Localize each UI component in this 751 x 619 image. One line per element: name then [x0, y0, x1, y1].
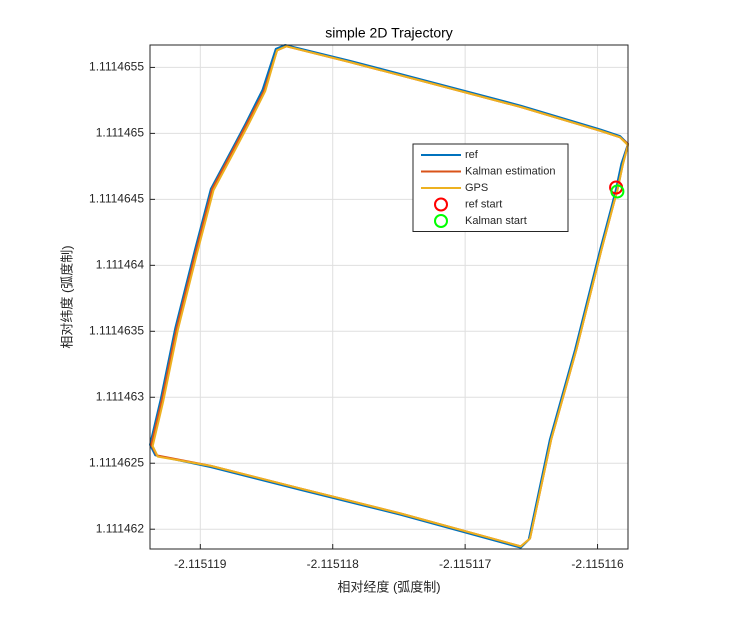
legend: ref Kalman estimation GPS ref start Kalman s… [412, 143, 569, 232]
x-axis-label: 相对经度 (弧度制) [337, 579, 440, 594]
chart-title: simple 2D Trajectory [325, 25, 453, 41]
x-tick-label: -2.115116 [571, 557, 624, 571]
legend-label: ref start [465, 198, 502, 210]
x-tick-label: -2.115118 [307, 557, 360, 571]
y-axis-label: 相对纬度 (弧度制) [59, 245, 74, 348]
y-tick-label: 1.1114655 [89, 60, 144, 74]
trajectory-line [151, 45, 629, 548]
x-tick-label: -2.115117 [439, 557, 492, 571]
y-tick-label: 1.111464 [96, 258, 145, 272]
x-tick-label: -2.115119 [174, 557, 227, 571]
series [149, 44, 629, 549]
start-marker [610, 184, 625, 199]
trajectory-line [149, 44, 629, 549]
legend-marker [434, 214, 448, 228]
y-tick-label: 1.1114645 [89, 192, 144, 206]
legend-label: ref [465, 149, 479, 161]
plot-area [150, 45, 628, 549]
legend-label: GPS [465, 182, 488, 194]
legend-label: Kalman estimation [465, 165, 556, 177]
axes-box [149, 44, 629, 550]
y-tick-label: 1.1114625 [89, 455, 144, 469]
y-tick-label: 1.111462 [96, 521, 145, 535]
legend-label: Kalman start [465, 215, 527, 227]
grid [150, 45, 628, 549]
y-tick-label: 1.111465 [96, 126, 145, 140]
legend-marker [434, 197, 448, 212]
y-tick-label: 1.111463 [96, 389, 145, 403]
y-tick-label: 1.1114635 [89, 323, 144, 337]
